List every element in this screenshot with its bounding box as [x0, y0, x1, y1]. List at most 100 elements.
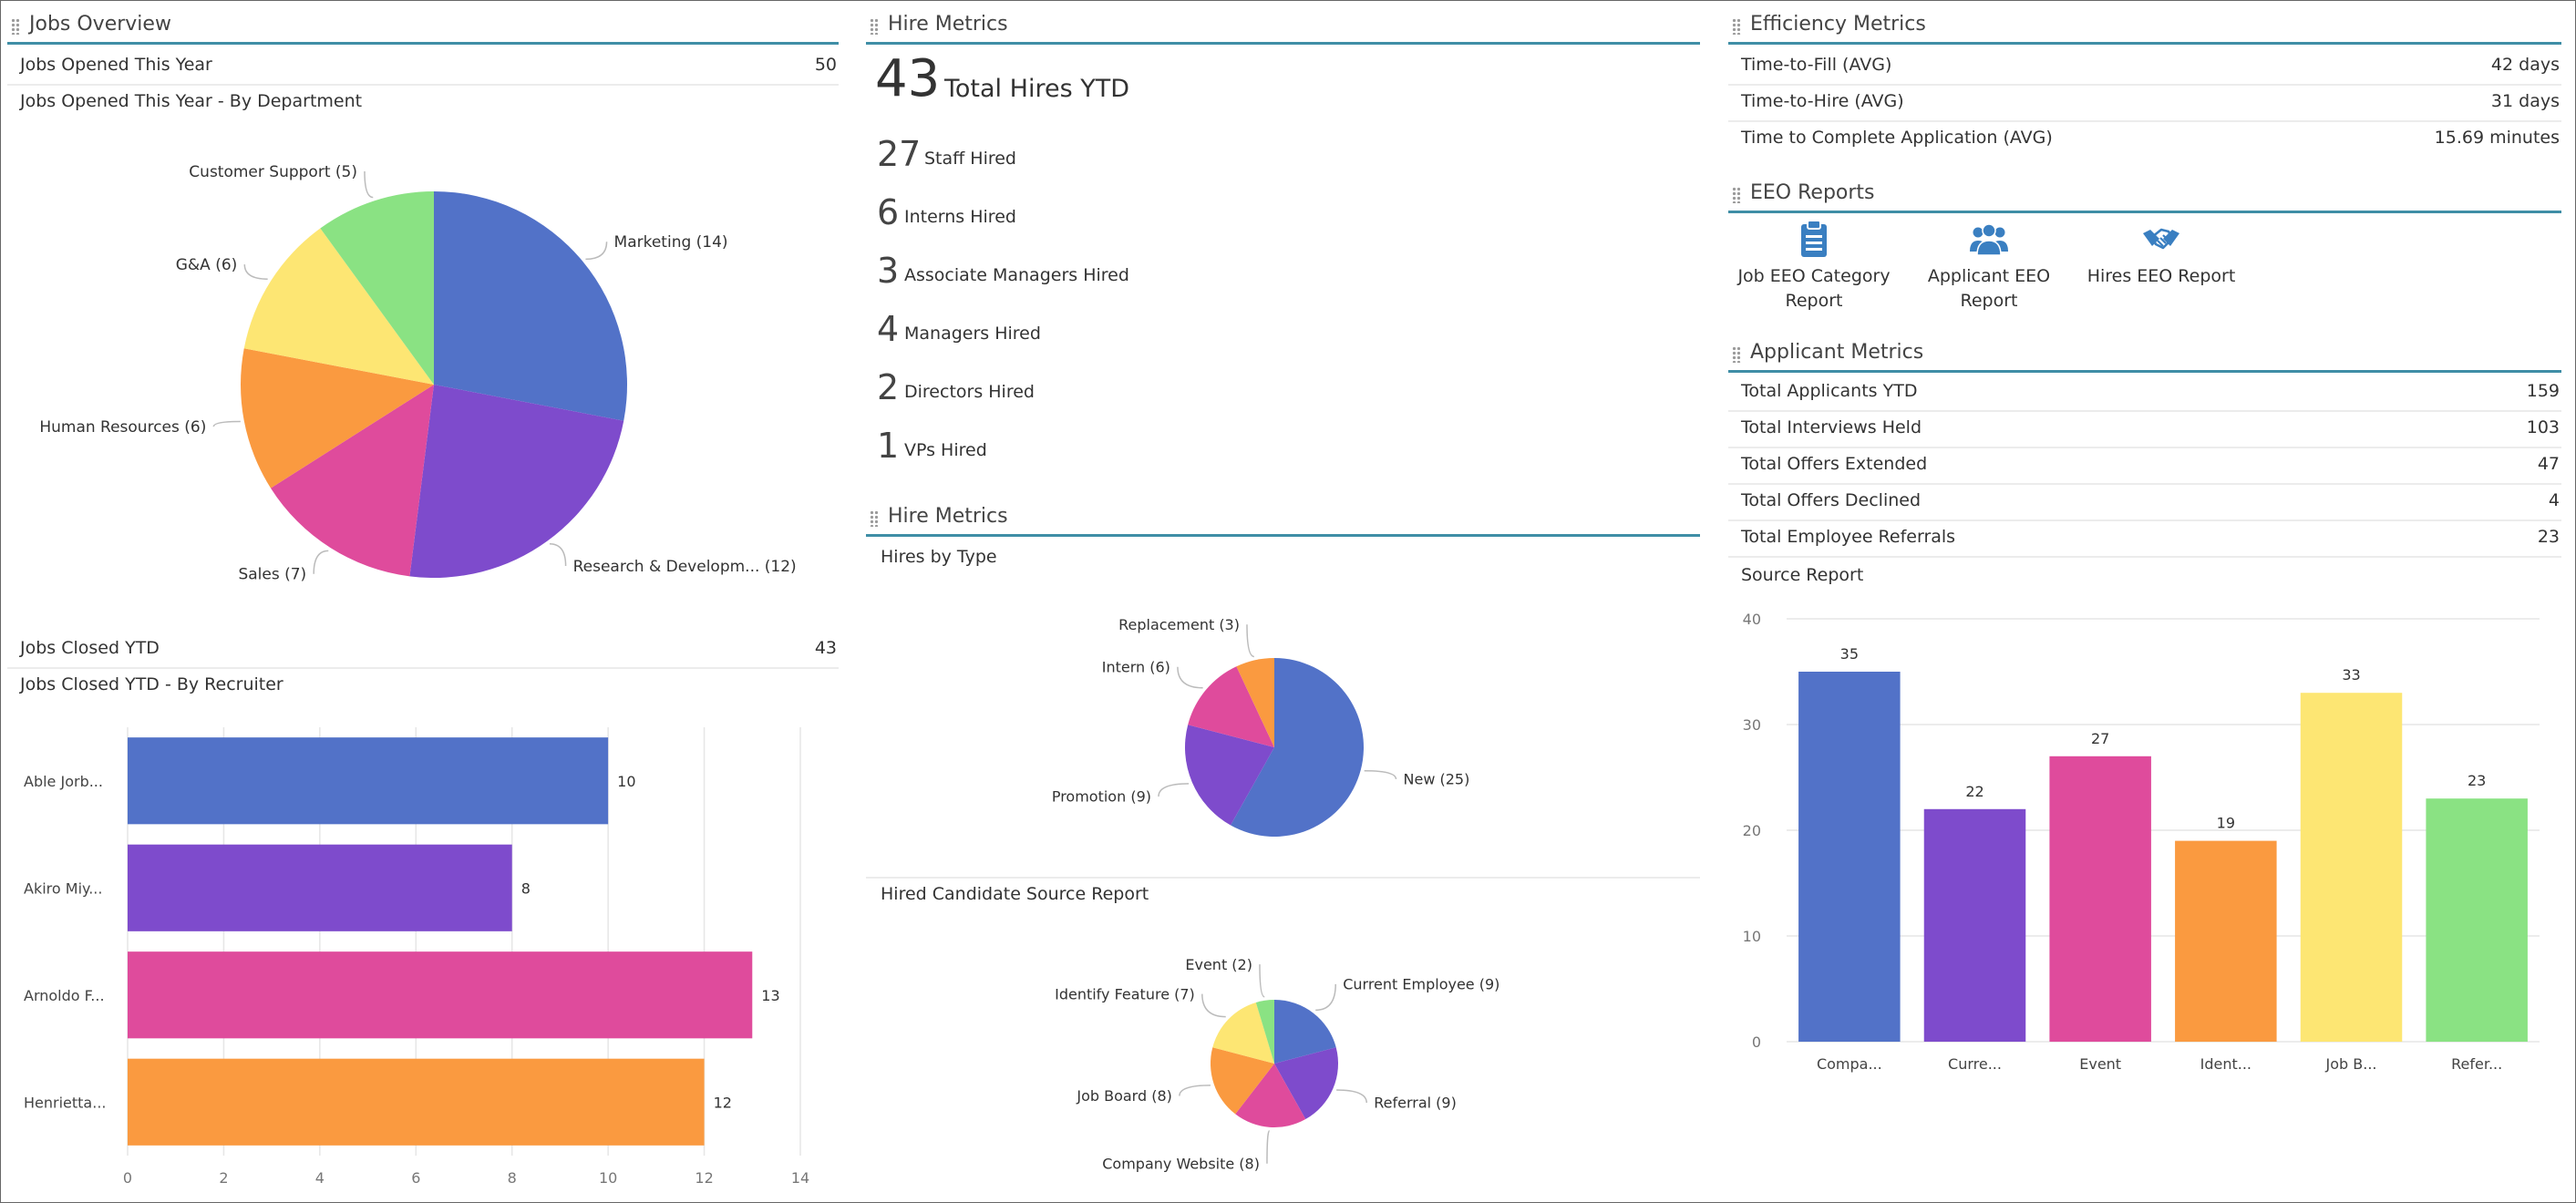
pie-slice-intern[interactable] [1188, 666, 1274, 747]
by-department-title: Jobs Opened This Year - By Department [20, 91, 363, 111]
bar-value-label: 13 [761, 987, 779, 1004]
bar-value-label: 23 [2468, 772, 2486, 789]
hires-eeo-report-link[interactable]: Hires EEO Report [2084, 219, 2239, 289]
total-hires-number: 43 [875, 49, 941, 108]
bar-value-label: 22 [1965, 783, 1984, 800]
users-icon [1970, 223, 2008, 256]
bar-henrietta[interactable] [128, 1058, 705, 1146]
y-tick-label: 20 [1743, 822, 1761, 839]
section-divider [866, 877, 1700, 879]
bar-job-b[interactable] [2300, 693, 2403, 1042]
pie-leader-line [364, 171, 374, 199]
pie-slice-promotion[interactable] [1185, 725, 1274, 826]
department-pie-chart: Marketing (14) Research & Developm... (12… [39, 163, 796, 584]
applicant-value: 4 [2548, 490, 2560, 510]
bar-able-jorb[interactable] [128, 737, 609, 825]
bar-refer[interactable] [2426, 798, 2528, 1042]
pie-label: Intern (6) [1102, 658, 1170, 675]
applicant-row[interactable]: Total Offers Declined 4 [1728, 483, 2561, 521]
pie-leader-line [1266, 1130, 1271, 1164]
y-tick-label: 10 [1743, 928, 1761, 945]
jobs-closed-label: Jobs Closed YTD [20, 638, 160, 658]
pie-label: Job Board (8) [1076, 1087, 1172, 1105]
x-tick-label: 6 [411, 1169, 420, 1187]
hire-count-number: 2 [877, 367, 900, 407]
drag-handle-icon[interactable] [11, 18, 20, 35]
hire-metrics-2-header: Hire Metrics [866, 499, 1700, 537]
pie-leader-line [1364, 770, 1397, 780]
eeo-link-line1: Applicant EEO [1927, 266, 2051, 286]
efficiency-row[interactable]: Time-to-Hire (AVG) 31 days [1728, 84, 2561, 122]
pie-slice-current-employee[interactable] [1274, 1000, 1336, 1064]
pie-slice-new[interactable] [1231, 658, 1364, 837]
hire-count-label: Interns Hired [904, 207, 1016, 227]
applicant-row[interactable]: Total Applicants YTD 159 [1728, 374, 2561, 412]
x-category-label: Job B... [2325, 1055, 2377, 1073]
source-report-title: Source Report [1741, 565, 1864, 585]
efficiency-label: Time-to-Hire (AVG) [1741, 91, 1904, 111]
applicant-row[interactable]: Total Interviews Held 103 [1728, 410, 2561, 448]
applicant-label: Total Employee Referrals [1741, 527, 1956, 547]
pie-slice-identify-feature[interactable] [1212, 1002, 1274, 1064]
x-category-label: Curre... [1948, 1055, 2002, 1073]
pie-slice-referral[interactable] [1274, 1047, 1338, 1120]
bar-akiro-miy[interactable] [128, 844, 512, 931]
bar-value-label: 33 [2342, 666, 2360, 684]
eeo-title: EEO Reports [1750, 181, 1875, 204]
pie-leader-line [549, 542, 567, 567]
hire-count-number: 6 [877, 192, 900, 232]
bar-value-label: 8 [521, 879, 531, 897]
applicant-row[interactable]: Total Offers Extended 47 [1728, 447, 2561, 485]
eeo-link-line2: Report [1960, 291, 2018, 311]
pie-leader-line [585, 242, 608, 261]
efficiency-row[interactable]: Time-to-Fill (AVG) 42 days [1728, 47, 2561, 86]
pie-slice-sales[interactable] [271, 385, 434, 577]
pie-label: Customer Support (5) [189, 163, 357, 181]
drag-handle-icon[interactable] [1732, 187, 1741, 203]
pie-slice-replacement[interactable] [1236, 658, 1274, 747]
pie-label: Referral (9) [1374, 1095, 1457, 1112]
applicant-value: 159 [2526, 381, 2560, 401]
applicant-label: Total Offers Declined [1741, 490, 1922, 510]
pie-slice-g-a[interactable] [243, 228, 434, 385]
drag-handle-icon[interactable] [870, 18, 879, 35]
drag-handle-icon[interactable] [870, 510, 879, 527]
pie-slice-job-board[interactable] [1211, 1047, 1274, 1115]
pie-slice-event[interactable] [1255, 1000, 1274, 1064]
hire-metrics-2-title: Hire Metrics [888, 505, 1008, 528]
bar-value-label: 27 [2091, 730, 2109, 747]
pie-label: Promotion (9) [1052, 788, 1151, 806]
drag-handle-icon[interactable] [1732, 346, 1741, 363]
pie-slice-marketing[interactable] [434, 191, 627, 421]
pie-slice-research-developm[interactable] [409, 385, 624, 578]
pie-label: Human Resources (6) [39, 418, 206, 437]
hire-count-label: Managers Hired [904, 324, 1041, 344]
efficiency-header: Efficiency Metrics [1728, 7, 2561, 45]
bar-event[interactable] [2049, 756, 2151, 1042]
pie-slice-human-resources[interactable] [241, 348, 434, 488]
bar-ident[interactable] [2175, 840, 2277, 1042]
pie-leader-line [1177, 666, 1203, 689]
jobs-closed-row[interactable]: Jobs Closed YTD 43 [7, 631, 839, 669]
jobs-opened-row[interactable]: Jobs Opened This Year 50 [7, 47, 839, 86]
y-tick-label: 40 [1743, 611, 1761, 628]
bar-compa[interactable] [1798, 672, 1901, 1042]
bar-curre[interactable] [1923, 808, 2026, 1042]
job-eeo-report-link[interactable]: Job EEO Category Report [1734, 219, 1894, 314]
clipboard-icon [1801, 220, 1827, 257]
applicant-row[interactable]: Total Employee Referrals 23 [1728, 519, 2561, 558]
jobs-overview-header: Jobs Overview [7, 7, 839, 45]
efficiency-row[interactable]: Time to Complete Application (AVG) 15.69… [1728, 120, 2561, 157]
bar-arnoldo-f[interactable] [128, 951, 753, 1039]
pie-leader-line [1336, 1089, 1367, 1104]
y-category-label: Akiro Miy... [24, 879, 102, 897]
pie-slice-company-website[interactable] [1235, 1064, 1306, 1127]
bar-value-label: 10 [617, 773, 635, 790]
drag-handle-icon[interactable] [1732, 18, 1741, 35]
hire-metrics-title: Hire Metrics [888, 13, 1008, 36]
pie-slice-customer-support[interactable] [320, 191, 434, 385]
x-category-label: Compa... [1817, 1055, 1882, 1073]
recruiter-bar-chart: 0 2 4 6 8 10 12 14 10 Able Jorb... 8 Akiro Miy... 13… [24, 727, 809, 1187]
pie-leader-line [212, 420, 241, 427]
applicant-eeo-report-link[interactable]: Applicant EEO Report [1912, 219, 2066, 314]
